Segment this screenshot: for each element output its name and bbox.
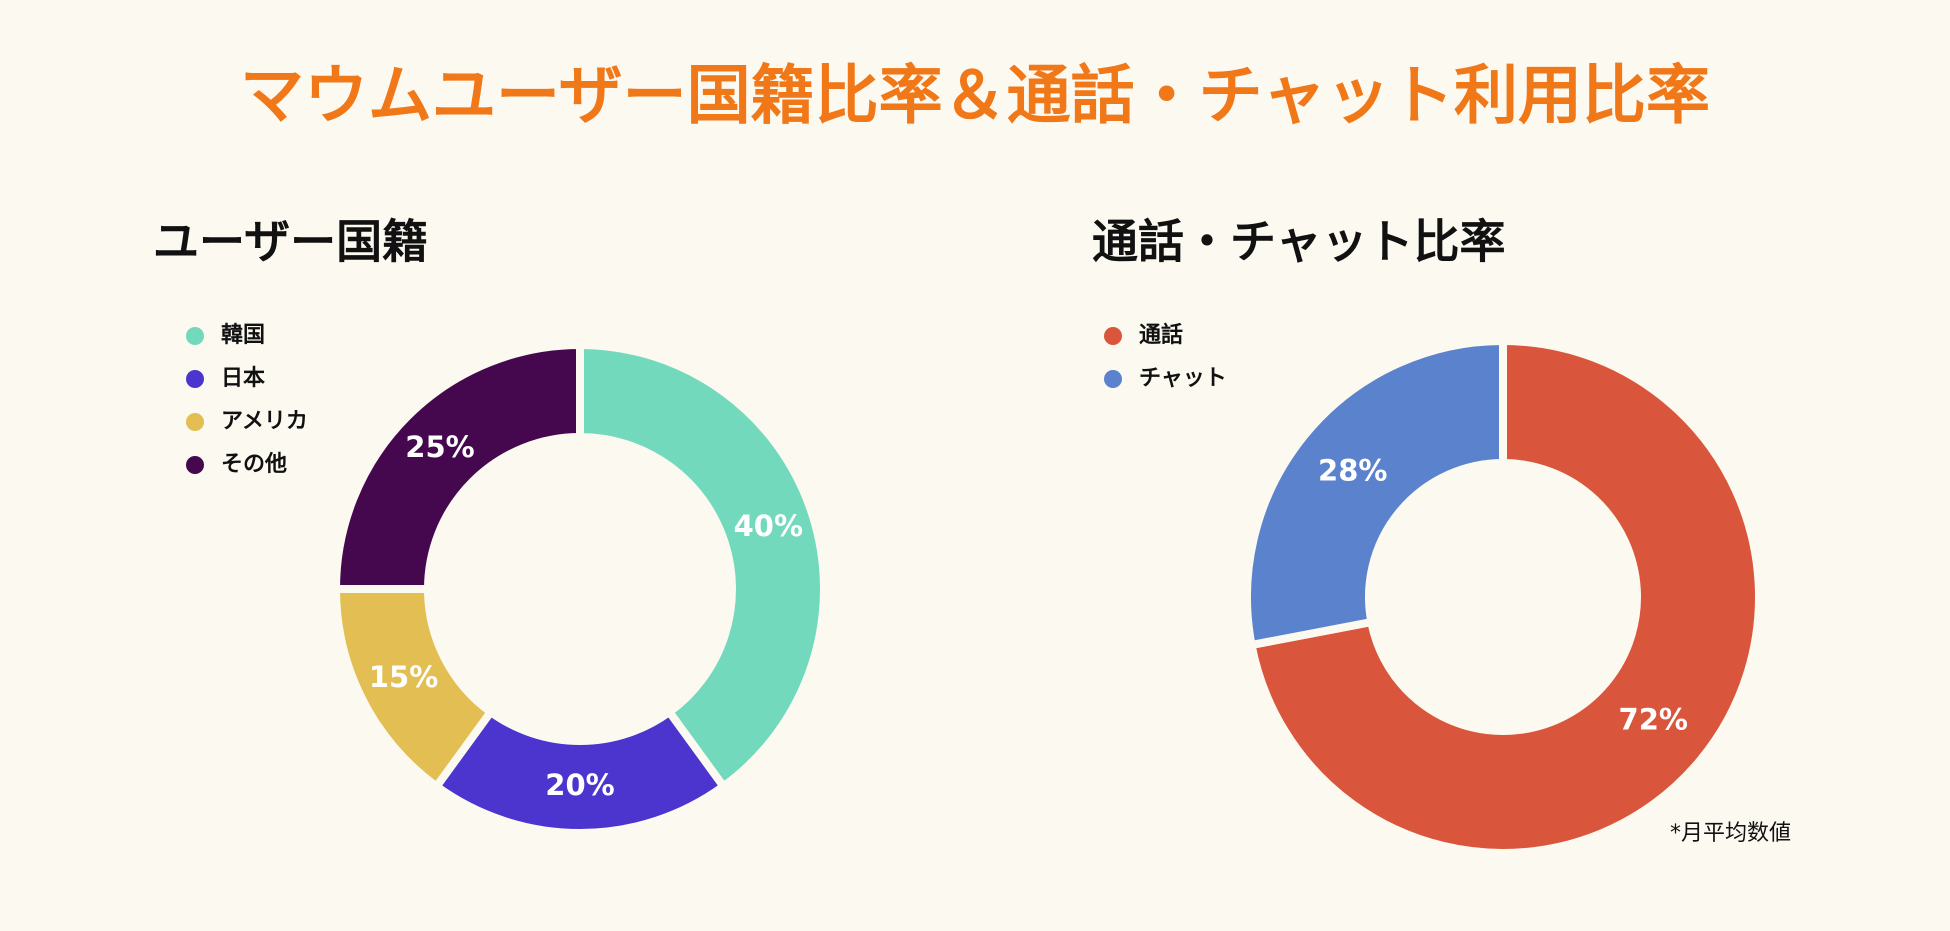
donut-slice bbox=[576, 340, 828, 792]
page-title: マウムユーザー国籍比率＆通話・チャット利用比率 bbox=[240, 60, 1710, 134]
legend-marker bbox=[1104, 370, 1122, 388]
data-label: 15% bbox=[369, 660, 438, 694]
legend-marker bbox=[1104, 327, 1122, 345]
donut-slice bbox=[1246, 336, 1763, 857]
legend-label: 日本 bbox=[221, 366, 265, 391]
chart-title: ユーザー国籍 bbox=[153, 215, 428, 269]
donut-slice bbox=[1243, 336, 1507, 650]
legend-label: チャット bbox=[1139, 366, 1227, 391]
legend-label: 韓国 bbox=[221, 322, 265, 348]
footnote: *月平均数値 bbox=[1670, 821, 1791, 846]
data-label: 72% bbox=[1619, 702, 1688, 736]
data-label: 25% bbox=[405, 430, 474, 464]
legend-label: アメリカ bbox=[221, 409, 308, 434]
donut-slice bbox=[430, 706, 730, 837]
data-label: 40% bbox=[734, 509, 803, 543]
legend-marker bbox=[186, 370, 204, 388]
legend-label: 通話 bbox=[1139, 322, 1183, 348]
legend-label: その他 bbox=[221, 452, 287, 477]
legend-marker bbox=[186, 327, 204, 345]
legend-marker bbox=[186, 456, 204, 474]
data-label: 28% bbox=[1318, 454, 1387, 488]
donut-slice bbox=[331, 340, 584, 593]
data-label: 20% bbox=[545, 768, 614, 802]
legend-marker bbox=[186, 413, 204, 431]
chart-title: 通話・チャット比率 bbox=[1092, 215, 1506, 269]
